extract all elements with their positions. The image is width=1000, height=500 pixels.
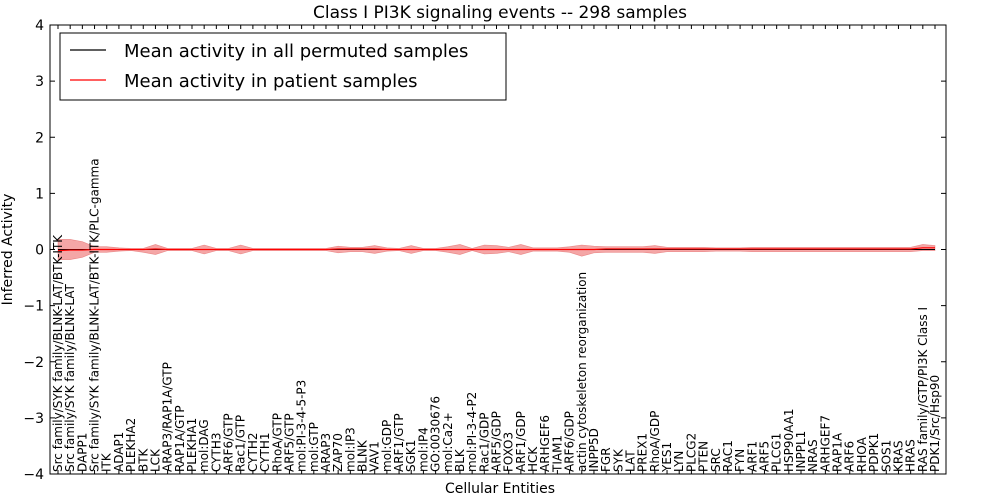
- x-axis-title: Cellular Entities: [445, 481, 555, 497]
- x-tick-label: ARF1/GDP: [514, 411, 528, 472]
- x-tick-label: LYN: [672, 451, 686, 472]
- y-tick-label: 1: [35, 186, 44, 202]
- x-tick-label: FYN: [733, 449, 747, 472]
- x-tick-label: RHOA: [855, 436, 869, 472]
- x-tick-label: RAP1A/GTP: [173, 405, 187, 472]
- y-axis: −4 −3 −2 −1 0 1 2 3 4: [23, 18, 946, 483]
- x-tick-label: mol:GTP: [307, 422, 321, 472]
- x-tick-label: BLK: [453, 448, 467, 472]
- x-tick-label: ARF1/GTP: [392, 413, 406, 472]
- x-tick-label: ARAP3: [319, 433, 333, 472]
- x-tick-label: Src family/SYK family/BLNK-LAT/BTK-ITK: [51, 234, 65, 472]
- x-tick-label: mol:DAG: [197, 419, 211, 472]
- chart-title: Class I PI3K signaling events -- 298 sam…: [313, 3, 687, 23]
- x-tick-label: GO:0030676: [429, 396, 443, 472]
- patient-series-line: [57, 247, 935, 252]
- x-tick-label: Src family/SYK family/BLNK-LAT/BTK-ITK/P…: [88, 158, 102, 472]
- x-tick-label: PTEN: [697, 441, 711, 472]
- x-tick-label: DAPP1: [75, 433, 89, 472]
- x-tick-label: ARF5/GDP: [490, 411, 504, 472]
- x-tick-label: RAC1: [721, 440, 735, 472]
- x-tick-label: mol:Ca2+: [441, 412, 455, 472]
- x-tick-label: CYTH3: [209, 433, 223, 473]
- x-tick-label: ARF5/GTP: [282, 413, 296, 472]
- plot-area: [57, 239, 936, 260]
- x-tick-label: HSP90AA1: [782, 408, 796, 472]
- x-tick-label: YES1: [660, 442, 674, 473]
- x-tick-label: BTK: [136, 447, 150, 472]
- legend-label-patient: Mean activity in patient samples: [124, 71, 418, 92]
- x-tick-label: RhoA/GDP: [648, 411, 662, 472]
- x-tick-label: ARHGEF7: [818, 415, 832, 472]
- x-tick-label: ARF6/GTP: [222, 413, 236, 472]
- x-tick-label: mol:IP4: [416, 427, 430, 472]
- y-tick-label: 4: [35, 18, 44, 34]
- x-tick-label: RhoA/GTP: [270, 413, 284, 472]
- y-tick-label: 3: [35, 74, 44, 90]
- x-tick-label: SOS1: [879, 440, 893, 472]
- x-tick-label: BLNK: [356, 439, 370, 472]
- x-tick-label: ARF1: [745, 441, 759, 472]
- x-tick-label: actin cytoskeleton reorganization: [575, 272, 589, 472]
- x-tick-label: ARF5: [757, 441, 771, 472]
- legend-label-permuted: Mean activity in all permuted samples: [124, 41, 468, 62]
- x-tick-label: ARF6: [843, 441, 857, 472]
- x-tick-label: PDK1/Src/Hsp90: [928, 375, 942, 472]
- x-tick-label: Rac1/GDP: [477, 413, 491, 472]
- x-tick-label: CYTH1: [258, 433, 272, 473]
- y-tick-label: 0: [35, 243, 44, 259]
- x-tick-label: CYTH2: [246, 433, 260, 473]
- x-tick-label: TIAM1: [550, 435, 564, 473]
- x-tick-label: PLEKHA1: [185, 418, 199, 472]
- x-tick-label: VAV1: [368, 441, 382, 472]
- x-tick-label: PLCG1: [770, 433, 784, 472]
- x-tick-label: KRAS: [891, 440, 905, 472]
- x-tick-label: PREX1: [636, 433, 650, 472]
- x-tick-label: NRAS: [806, 439, 820, 472]
- x-axis: Src family/SYK family/BLNK-LAT/BTK-ITKSr…: [51, 25, 942, 474]
- y-tick-label: 2: [35, 130, 44, 146]
- x-tick-label: Rac1/GTP: [234, 415, 248, 472]
- x-tick-label: ARF6/GDP: [563, 411, 577, 472]
- x-tick-label: RAS family/GTP/PI3K Class I: [916, 307, 930, 472]
- y-tick-label: −3: [23, 411, 44, 427]
- x-tick-label: HRAS: [904, 439, 918, 472]
- x-tick-label: RAP1A: [831, 432, 845, 472]
- x-tick-label: SYK: [611, 448, 625, 472]
- x-tick-label: mol:PI-3-4-5-P3: [295, 380, 309, 472]
- y-tick-label: −1: [23, 299, 44, 315]
- x-tick-label: mol:GDP: [380, 420, 394, 472]
- x-tick-label: SGK1: [404, 440, 418, 472]
- x-tick-label: PLEKHA2: [124, 418, 138, 472]
- x-tick-label: HCK: [526, 446, 540, 472]
- x-tick-label: ADAP1: [112, 432, 126, 472]
- x-tick-label: SRC: [709, 448, 723, 472]
- legend: Mean activity in all permuted samples Me…: [59, 32, 507, 101]
- y-tick-label: −2: [23, 355, 44, 371]
- x-tick-label: INPPL1: [794, 431, 808, 472]
- x-tick-label: FGR: [599, 447, 613, 472]
- x-tick-label: mol:IP3: [343, 427, 357, 472]
- x-tick-label: Src family/SYK family/BLNK-LAT: [63, 283, 77, 472]
- x-tick-label: LCK: [148, 448, 162, 472]
- x-tick-label: FOXO3: [502, 432, 516, 472]
- x-tick-label: INPP5D: [587, 428, 601, 472]
- x-tick-label: ARHGEF6: [538, 415, 552, 472]
- y-tick-label: −4: [23, 467, 44, 483]
- x-tick-label: ZAP70: [331, 433, 345, 472]
- x-tick-label: ITK: [100, 452, 114, 472]
- x-tick-label: PLCG2: [684, 433, 698, 472]
- y-axis-title: Inferred Activity: [0, 194, 16, 306]
- legend-box: [59, 32, 507, 101]
- x-tick-label: PDPK1: [867, 433, 881, 472]
- x-tick-label: ARAP3/RAP1A/GTP: [161, 362, 175, 472]
- x-tick-label: mol:PI-3-4-P2: [465, 392, 479, 472]
- x-tick-label: LAT: [623, 450, 637, 472]
